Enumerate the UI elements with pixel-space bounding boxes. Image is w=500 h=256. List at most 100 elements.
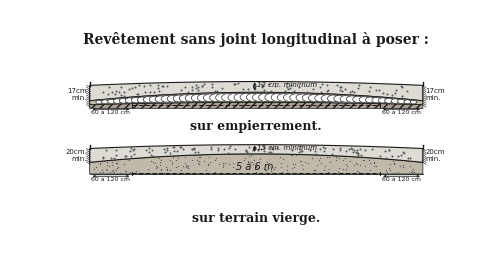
Point xyxy=(336,85,344,89)
Point xyxy=(144,167,152,171)
Point xyxy=(262,167,270,171)
Point xyxy=(406,164,414,168)
Point xyxy=(338,158,346,162)
Ellipse shape xyxy=(372,98,382,103)
Point xyxy=(319,145,327,149)
Point xyxy=(105,85,113,89)
Point xyxy=(357,153,365,157)
Point xyxy=(392,88,400,92)
Point xyxy=(343,164,351,168)
Point xyxy=(317,161,325,165)
Point xyxy=(170,149,178,153)
Point xyxy=(102,167,110,171)
Ellipse shape xyxy=(308,94,322,102)
Point xyxy=(348,89,356,93)
Point xyxy=(316,147,324,151)
Ellipse shape xyxy=(161,95,172,102)
Point xyxy=(267,168,275,173)
Point xyxy=(146,83,154,87)
Point xyxy=(396,164,404,168)
Point xyxy=(290,89,298,93)
Point xyxy=(100,155,108,159)
Ellipse shape xyxy=(315,94,328,102)
Point xyxy=(234,81,241,85)
Point xyxy=(376,154,384,158)
Point xyxy=(366,167,374,172)
Ellipse shape xyxy=(265,93,278,101)
Point xyxy=(403,89,411,93)
Point xyxy=(250,86,258,90)
Point xyxy=(124,87,132,91)
Point xyxy=(370,164,378,168)
Point xyxy=(281,89,289,93)
Point xyxy=(245,154,253,158)
Point xyxy=(261,168,269,172)
Point xyxy=(283,85,291,89)
Point xyxy=(400,165,407,169)
Point xyxy=(166,158,174,162)
Point xyxy=(102,163,110,167)
Point xyxy=(108,163,116,167)
Point xyxy=(219,163,227,167)
Point xyxy=(230,82,238,86)
Point xyxy=(121,169,129,173)
Ellipse shape xyxy=(252,93,266,101)
Point xyxy=(368,147,376,152)
Point xyxy=(256,157,264,162)
Point xyxy=(266,150,274,154)
Point xyxy=(211,89,219,93)
Point xyxy=(230,161,237,165)
Point xyxy=(365,89,373,93)
Point xyxy=(159,84,167,88)
Point xyxy=(260,88,268,92)
Point xyxy=(224,151,232,155)
Point xyxy=(370,161,378,165)
Point xyxy=(100,170,108,174)
Point xyxy=(318,82,326,86)
Point xyxy=(148,148,156,152)
Ellipse shape xyxy=(96,100,102,104)
Point xyxy=(379,91,387,95)
Point xyxy=(400,151,408,155)
Point xyxy=(182,155,190,159)
Point xyxy=(388,171,396,175)
Point xyxy=(298,163,306,167)
Point xyxy=(215,162,223,166)
Text: 12 cm. minimum: 12 cm. minimum xyxy=(257,82,317,88)
Point xyxy=(92,165,100,169)
Point xyxy=(146,90,154,94)
Point xyxy=(132,169,140,173)
Point xyxy=(315,158,323,162)
Point xyxy=(333,82,341,87)
Point xyxy=(103,160,111,164)
Point xyxy=(219,165,227,169)
Point xyxy=(194,158,202,162)
Ellipse shape xyxy=(210,94,222,101)
Point xyxy=(336,88,344,92)
Point xyxy=(188,86,196,90)
Point xyxy=(288,153,296,157)
Point xyxy=(219,162,227,166)
Point xyxy=(190,147,198,151)
Point xyxy=(292,153,300,157)
Point xyxy=(352,162,360,166)
Point xyxy=(200,82,208,86)
Point xyxy=(158,167,166,171)
Point xyxy=(392,91,400,95)
Point xyxy=(269,147,277,151)
Ellipse shape xyxy=(222,93,235,101)
Point xyxy=(408,167,416,172)
Point xyxy=(354,153,362,157)
Point xyxy=(204,163,212,167)
Point xyxy=(202,168,210,173)
Point xyxy=(163,167,171,171)
Text: 17cm
min.: 17cm min. xyxy=(68,88,87,101)
Point xyxy=(161,150,169,154)
Point xyxy=(253,163,261,167)
Point xyxy=(346,159,354,163)
Ellipse shape xyxy=(398,99,405,103)
Point xyxy=(156,160,164,164)
Point xyxy=(328,147,336,151)
Point xyxy=(112,92,120,97)
Point xyxy=(225,146,233,151)
